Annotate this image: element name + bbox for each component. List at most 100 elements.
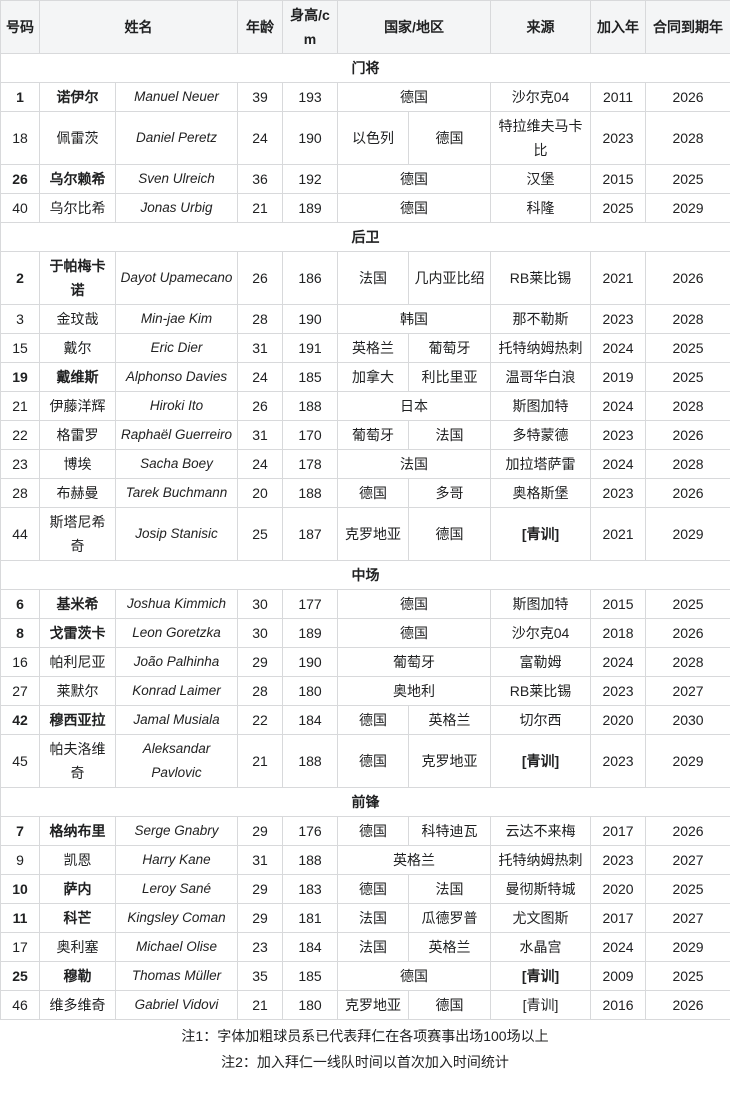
player-name-latin: Min-jae Kim bbox=[115, 304, 238, 334]
footnote-2: 注2：加入拜仁一线队时间以首次加入时间统计 bbox=[221, 1054, 509, 1070]
player-age: 39 bbox=[237, 82, 283, 112]
player-origin: RB莱比锡 bbox=[490, 676, 592, 706]
player-number: 8 bbox=[0, 618, 40, 648]
player-contract-year: 2026 bbox=[645, 990, 730, 1020]
player-contract-year: 2026 bbox=[645, 618, 730, 648]
player-nationality: 法国 bbox=[336, 449, 492, 479]
player-nationality: 德国 bbox=[337, 734, 409, 788]
player-origin: 沙尔克04 bbox=[490, 618, 592, 648]
player-number: 26 bbox=[0, 164, 40, 194]
player-height: 185 bbox=[282, 961, 338, 991]
player-number: 3 bbox=[0, 304, 40, 334]
player-joined-year: 2024 bbox=[590, 333, 647, 363]
player-name-latin: Harry Kane bbox=[115, 845, 238, 875]
player-joined-year: 2017 bbox=[590, 903, 647, 933]
player-origin: 托特纳姆热刺 bbox=[490, 845, 592, 875]
col-header-name: 姓名 bbox=[39, 0, 238, 54]
player-joined-year: 2021 bbox=[590, 251, 647, 305]
player-name-latin: Josip Stanisic bbox=[115, 507, 238, 561]
player-origin: 斯图加特 bbox=[490, 589, 592, 619]
player-age: 31 bbox=[237, 420, 283, 450]
player-name-zh: 乌尔赖希 bbox=[39, 164, 116, 194]
player-joined-year: 2023 bbox=[590, 478, 647, 508]
player-contract-year: 2029 bbox=[645, 932, 730, 962]
table-body: 门将 1 诺伊尔 Manuel Neuer 39 193 德国 沙尔克04 2011 2026 18… bbox=[0, 53, 730, 1020]
player-contract-year: 2026 bbox=[645, 816, 730, 846]
player-nationality: 几内亚比绍 bbox=[407, 251, 492, 305]
player-nationality: 德国 bbox=[336, 164, 492, 194]
player-contract-year: 2029 bbox=[645, 734, 730, 788]
player-name-latin: Michael Olise bbox=[115, 932, 238, 962]
player-contract-year: 2029 bbox=[645, 193, 730, 223]
player-contract-year: 2028 bbox=[645, 449, 730, 479]
player-number: 19 bbox=[0, 362, 40, 392]
player-number: 46 bbox=[0, 990, 40, 1020]
player-nationality: 加拿大 bbox=[337, 362, 409, 392]
player-joined-year: 2015 bbox=[590, 164, 647, 194]
player-age: 31 bbox=[237, 333, 283, 363]
position-section-row: 中场 bbox=[0, 560, 730, 590]
player-nationality: 德国 bbox=[337, 816, 409, 846]
player-number: 23 bbox=[0, 449, 40, 479]
player-name-latin: Leon Goretzka bbox=[115, 618, 238, 648]
player-number: 45 bbox=[0, 734, 40, 788]
col-header-height: 身高/cm bbox=[282, 0, 338, 54]
player-joined-year: 2025 bbox=[590, 193, 647, 223]
player-row: 25 穆勒 Thomas Müller 35 185 德国 [青训] 2009 2025 bbox=[0, 961, 730, 991]
player-nationality: 葡萄牙 bbox=[407, 333, 492, 363]
player-height: 190 bbox=[282, 111, 338, 165]
player-number: 9 bbox=[0, 845, 40, 875]
player-joined-year: 2011 bbox=[590, 82, 647, 112]
player-number: 22 bbox=[0, 420, 40, 450]
player-height: 189 bbox=[282, 193, 338, 223]
player-nationality: 德国 bbox=[336, 82, 492, 112]
player-height: 180 bbox=[282, 990, 338, 1020]
player-name-latin: Kingsley Coman bbox=[115, 903, 238, 933]
player-contract-year: 2025 bbox=[645, 164, 730, 194]
player-row: 23 博埃 Sacha Boey 24 178 法国 加拉塔萨雷 2024 2028 bbox=[0, 449, 730, 479]
player-origin: 托特纳姆热刺 bbox=[490, 333, 592, 363]
col-header-number: 号码 bbox=[0, 0, 40, 54]
player-origin: [青训] bbox=[490, 961, 592, 991]
player-height: 187 bbox=[282, 507, 338, 561]
player-nationality: 瓜德罗普 bbox=[407, 903, 492, 933]
player-name-zh: 维多维奇 bbox=[39, 990, 116, 1020]
player-name-latin: Jonas Urbig bbox=[115, 193, 238, 223]
player-origin: 斯图加特 bbox=[490, 391, 592, 421]
player-height: 188 bbox=[282, 845, 338, 875]
player-joined-year: 2023 bbox=[590, 734, 647, 788]
player-nationality: 德国 bbox=[337, 478, 409, 508]
player-joined-year: 2018 bbox=[590, 618, 647, 648]
player-age: 21 bbox=[237, 990, 283, 1020]
player-joined-year: 2017 bbox=[590, 816, 647, 846]
footnote-1: 注1：字体加粗球员系已代表拜仁在各项赛事出场100场以上 bbox=[181, 1028, 549, 1044]
player-number: 1 bbox=[0, 82, 40, 112]
player-row: 42 穆西亚拉 Jamal Musiala 22 184 德国 英格兰 切尔西 2020 2030 bbox=[0, 705, 730, 735]
player-nationality: 日本 bbox=[336, 391, 492, 421]
player-age: 31 bbox=[237, 845, 283, 875]
position-section-row: 后卫 bbox=[0, 222, 730, 252]
col-header-expires: 合同到期年 bbox=[645, 0, 730, 54]
player-height: 186 bbox=[282, 251, 338, 305]
player-contract-year: 2025 bbox=[645, 362, 730, 392]
player-nationality: 克罗地亚 bbox=[337, 990, 409, 1020]
player-contract-year: 2026 bbox=[645, 251, 730, 305]
player-nationality: 韩国 bbox=[336, 304, 492, 334]
player-name-latin: Joshua Kimmich bbox=[115, 589, 238, 619]
player-origin: 切尔西 bbox=[490, 705, 592, 735]
player-name-zh: 佩雷茨 bbox=[39, 111, 116, 165]
position-section-row: 门将 bbox=[0, 53, 730, 83]
player-height: 184 bbox=[282, 932, 338, 962]
player-origin: 汉堡 bbox=[490, 164, 592, 194]
player-nationality: 德国 bbox=[337, 874, 409, 904]
col-header-age: 年龄 bbox=[237, 0, 283, 54]
player-nationality: 葡萄牙 bbox=[337, 420, 409, 450]
player-joined-year: 2015 bbox=[590, 589, 647, 619]
player-origin: [青训] bbox=[490, 507, 592, 561]
player-height: 189 bbox=[282, 618, 338, 648]
player-origin: 水晶宫 bbox=[490, 932, 592, 962]
player-age: 25 bbox=[237, 507, 283, 561]
player-age: 28 bbox=[237, 304, 283, 334]
player-name-zh: 戴维斯 bbox=[39, 362, 116, 392]
player-nationality: 利比里亚 bbox=[407, 362, 492, 392]
